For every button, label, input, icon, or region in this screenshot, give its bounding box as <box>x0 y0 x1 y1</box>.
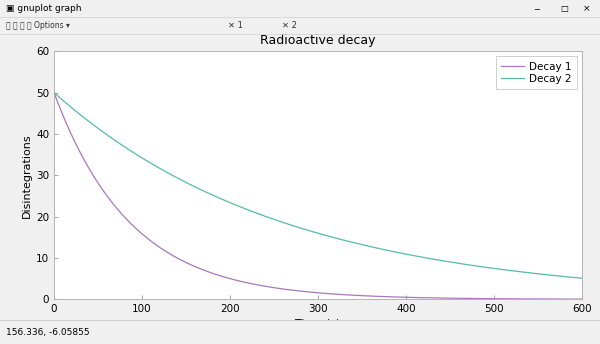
Text: ×: × <box>583 4 590 13</box>
Decay 1 <box>50 90 58 95</box>
Decay 2 <box>50 90 58 95</box>
Decay 1 <box>77 152 85 156</box>
Decay 1 <box>466 297 473 301</box>
Title: Radioactive decay: Radioactive decay <box>260 34 376 47</box>
Y-axis label: Disintegrations: Disintegrations <box>22 133 32 218</box>
Decay 2 <box>307 229 314 233</box>
Decay 1 <box>578 297 586 301</box>
Text: □: □ <box>560 4 568 13</box>
Decay 1 <box>293 289 301 293</box>
Decay 2 <box>77 113 85 117</box>
Decay 2 <box>293 225 301 229</box>
Decay 2 <box>563 275 570 279</box>
Legend: Decay 1, Decay 2: Decay 1, Decay 2 <box>496 56 577 89</box>
Text: 156.336, -6.05855: 156.336, -6.05855 <box>6 327 89 336</box>
Decay 1 <box>307 290 314 294</box>
Text: ✕ 2: ✕ 2 <box>282 21 297 30</box>
Text: ✕ 1: ✕ 1 <box>228 21 243 30</box>
Decay 2 <box>563 275 570 279</box>
Line: Decay 2: Decay 2 <box>54 93 582 278</box>
Decay 1 <box>563 297 570 301</box>
Text: ⬛ ⬛ ⬛ ⬛ Options ▾: ⬛ ⬛ ⬛ ⬛ Options ▾ <box>6 21 70 30</box>
Text: ▣ gnuplot graph: ▣ gnuplot graph <box>6 4 82 13</box>
X-axis label: Time (s): Time (s) <box>295 319 341 329</box>
Text: ─: ─ <box>535 4 539 13</box>
Line: Decay 1: Decay 1 <box>54 93 582 299</box>
Decay 1 <box>563 297 570 301</box>
Decay 2 <box>578 276 586 280</box>
Decay 2 <box>466 263 473 267</box>
